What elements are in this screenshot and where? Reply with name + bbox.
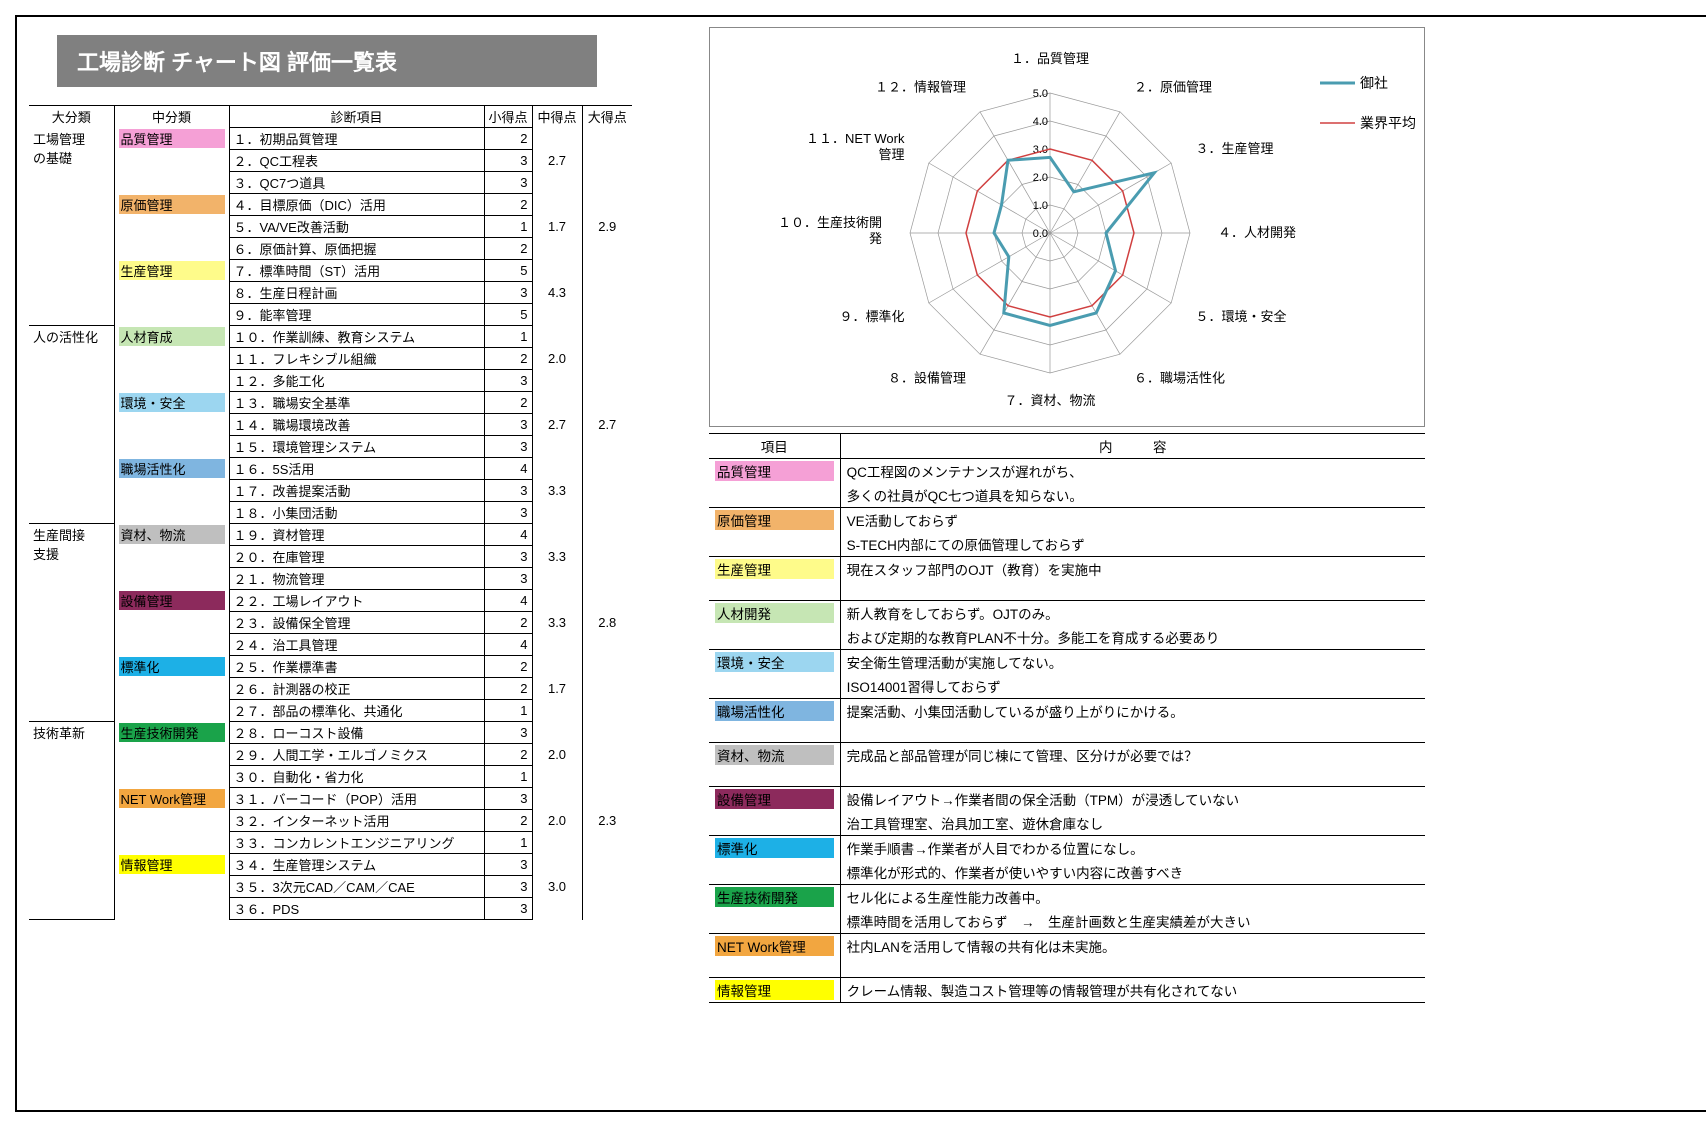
comment-row: 生産管理現在スタッフ部門のOJT（教育）を実施中 bbox=[709, 557, 1425, 582]
table-row: 標準化２５．作業標準書21.7 bbox=[29, 656, 632, 678]
svg-text:１１．NET Work: １１．NET Work bbox=[806, 131, 905, 146]
comment-row: NET Work管理社内LANを活用して情報の共有化は未実施。 bbox=[709, 934, 1425, 959]
comment-row: 環境・安全安全衛生管理活動が実施してない。 bbox=[709, 650, 1425, 675]
table-row: 職場活性化１６．5S活用43.3 bbox=[29, 458, 632, 480]
svg-text:4.0: 4.0 bbox=[1033, 116, 1048, 128]
comment-row: 資材、物流完成品と部品管理が同じ棟にて管理、区分けが必要では？ bbox=[709, 743, 1425, 768]
svg-text:発: 発 bbox=[869, 231, 882, 246]
svg-text:９．標準化: ９．標準化 bbox=[839, 309, 904, 324]
evaluation-table: 大分類 中分類 診断項目 小得点 中得点 大得点 工場管理の基礎品質管理１．初期… bbox=[29, 105, 632, 920]
table-row: 原価管理４．目標原価（DIC）活用21.7 bbox=[29, 194, 632, 216]
svg-text:１２．情報管理: １２．情報管理 bbox=[875, 80, 966, 95]
hdr-item: 診断項目 bbox=[229, 106, 484, 128]
svg-text:御社: 御社 bbox=[1360, 75, 1388, 91]
svg-text:１．品質管理: １．品質管理 bbox=[1011, 51, 1089, 66]
comment-row: 人材開発新人教育をしておらず。OJTのみ。 bbox=[709, 601, 1425, 626]
hdr-sho: 小得点 bbox=[484, 106, 532, 128]
table-row: 設備管理２２．工場レイアウト43.3 bbox=[29, 590, 632, 612]
table-row: 環境・安全１３．職場安全基準22.7 bbox=[29, 392, 632, 414]
svg-text:４．人材開発: ４．人材開発 bbox=[1218, 225, 1296, 240]
hdr-naiyou: 内 容 bbox=[840, 434, 1425, 459]
page-frame: 工場診断 チャート図 評価一覧表 大分類 中分類 診断項目 小得点 中得点 大得… bbox=[15, 15, 1706, 1112]
svg-text:３．生産管理: ３．生産管理 bbox=[1195, 141, 1273, 156]
svg-text:管理: 管理 bbox=[878, 147, 904, 162]
hdr-koumoku: 項目 bbox=[709, 434, 840, 459]
table-row: 技術革新生産技術開発２８．ローコスト設備32.02.3 bbox=[29, 722, 632, 744]
table-row: NET Work管理３１．バーコード（POP）活用32.0 bbox=[29, 788, 632, 810]
comment-row: 情報管理クレーム情報、製造コスト管理等の情報管理が共有化されてない bbox=[709, 978, 1425, 1003]
table-row: 情報管理３４．生産管理システム33.0 bbox=[29, 854, 632, 876]
svg-text:１０．生産技術開: １０．生産技術開 bbox=[778, 215, 882, 230]
comments-table: 項目 内 容 品質管理QC工程図のメンテナンスが遅れがち、多くの社員がQC七つ道… bbox=[709, 433, 1425, 1003]
svg-text:2.0: 2.0 bbox=[1033, 172, 1048, 184]
page-title: 工場診断 チャート図 評価一覧表 bbox=[57, 35, 597, 87]
comment-row: 生産技術開発セル化による生産性能力改善中。 bbox=[709, 885, 1425, 910]
hdr-dai: 大得点 bbox=[582, 106, 632, 128]
table-row: 生産管理７．標準時間（ST）活用54.3 bbox=[29, 260, 632, 282]
hdr-chucat: 中分類 bbox=[114, 106, 229, 128]
table-row: 工場管理の基礎品質管理１．初期品質管理22.72.9 bbox=[29, 128, 632, 150]
comment-row: 設備管理設備レイアウト→作業者間の保全活動（TPM）が浸透していない bbox=[709, 787, 1425, 812]
svg-text:業界平均: 業界平均 bbox=[1360, 115, 1416, 131]
svg-text:７．資材、物流: ７．資材、物流 bbox=[1004, 393, 1095, 408]
svg-text:６．職場活性化: ６．職場活性化 bbox=[1134, 370, 1225, 385]
comment-row: 原価管理VE活動しておらず bbox=[709, 508, 1425, 533]
comment-row: 職場活性化提案活動、小集団活動しているが盛り上がりにかける。 bbox=[709, 699, 1425, 724]
svg-text:5.0: 5.0 bbox=[1033, 88, 1048, 100]
comment-row: 品質管理QC工程図のメンテナンスが遅れがち、 bbox=[709, 459, 1425, 484]
svg-text:1.0: 1.0 bbox=[1033, 200, 1048, 212]
hdr-daicat: 大分類 bbox=[29, 106, 114, 128]
svg-text:５．環境・安全: ５．環境・安全 bbox=[1195, 309, 1286, 324]
comment-row: 標準化作業手順書→作業者が人目でわかる位置になし。 bbox=[709, 836, 1425, 861]
hdr-chu: 中得点 bbox=[532, 106, 582, 128]
radar-chart: 0.01.02.03.04.05.0１．品質管理２．原価管理３．生産管理４．人材… bbox=[709, 27, 1425, 427]
table-row: 生産間接支援資材、物流１９．資材管理43.32.8 bbox=[29, 524, 632, 546]
svg-text:８．設備管理: ８．設備管理 bbox=[888, 370, 966, 385]
table-row: 人の活性化人材育成１０．作業訓練、教育システム12.02.7 bbox=[29, 326, 632, 348]
svg-text:0.0: 0.0 bbox=[1033, 228, 1048, 240]
svg-text:２．原価管理: ２．原価管理 bbox=[1134, 80, 1212, 95]
